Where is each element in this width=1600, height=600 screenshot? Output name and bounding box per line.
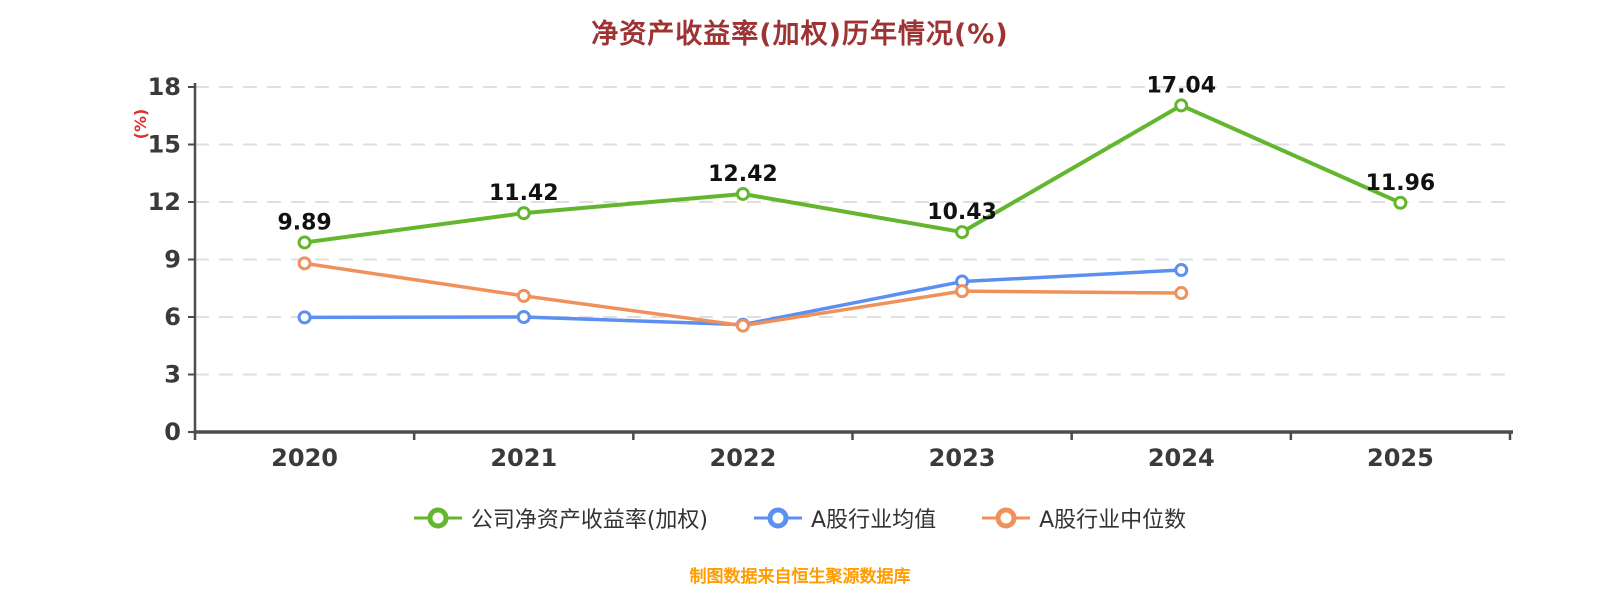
data-point-label: 17.04	[1146, 73, 1216, 98]
series-2	[297, 256, 1189, 333]
y-tick-label: 9	[164, 246, 181, 274]
y-axis-unit-label: (%)	[131, 109, 150, 140]
y-tick-label: 6	[164, 303, 181, 331]
data-point	[735, 186, 750, 201]
x-tick-label: 2025	[1367, 444, 1434, 472]
data-point	[516, 310, 531, 324]
data-point	[297, 256, 312, 271]
data-point-label: 11.96	[1366, 171, 1436, 196]
axes	[188, 83, 1513, 440]
legend-item-0[interactable]: 公司净资产收益率(加权)	[413, 502, 709, 534]
data-point	[735, 318, 750, 333]
legend-marker-icon	[982, 507, 1031, 529]
data-point-label: 10.43	[927, 200, 997, 225]
x-tick-label: 2024	[1148, 444, 1215, 472]
x-axis-labels: 2020 2021 2022 2023 2024 2025	[271, 444, 1434, 472]
y-tick-label: 3	[164, 361, 181, 389]
legend-label: A股行业中位数	[1039, 508, 1187, 533]
data-point-label: 12.42	[708, 162, 778, 187]
x-tick-label: 2023	[929, 444, 996, 472]
legend-label: A股行业均值	[811, 508, 937, 533]
data-point-label: 9.89	[277, 210, 331, 235]
y-tick-label: 15	[148, 131, 181, 159]
chart-legend: 公司净资产收益率(加权) A股行业均值 A股行业中位数	[0, 502, 1600, 534]
y-tick-label: 12	[148, 188, 181, 216]
legend-item-1[interactable]: A股行业均值	[754, 502, 936, 534]
data-point	[1174, 263, 1189, 278]
legend-marker-icon	[754, 507, 803, 529]
x-tick-label: 2021	[490, 444, 557, 472]
series-0: 9.89 11.42 12.42 10.43 17.04 11.96	[277, 73, 1436, 250]
data-point	[297, 235, 312, 250]
data-point	[297, 310, 312, 325]
line-chart: 0 3 6 9 12 15 18 (%) 2020 2021 2022 2023 2024 2025 9.8…	[131, 73, 1513, 472]
data-point	[1174, 286, 1189, 301]
x-tick-label: 2022	[710, 444, 777, 472]
x-tick-label: 2020	[271, 444, 338, 472]
data-point	[955, 225, 970, 240]
chart-title: 净资产收益率(加权)历年情况(%)	[591, 19, 1009, 50]
data-point-label: 11.42	[489, 181, 559, 206]
data-point	[516, 206, 531, 221]
legend-label: 公司净资产收益率(加权)	[470, 508, 709, 533]
y-tick-label: 0	[164, 418, 181, 446]
y-tick-label: 18	[148, 73, 181, 101]
data-point	[955, 284, 970, 299]
data-source-note: 制图数据来自恒生聚源数据库	[689, 567, 911, 587]
legend-item-2[interactable]: A股行业中位数	[982, 502, 1186, 534]
legend-marker-icon	[413, 507, 462, 529]
data-point	[1393, 195, 1408, 210]
data-point	[1174, 98, 1189, 113]
y-axis-labels: 0 3 6 9 12 15 18	[148, 73, 181, 446]
data-point	[516, 288, 531, 303]
